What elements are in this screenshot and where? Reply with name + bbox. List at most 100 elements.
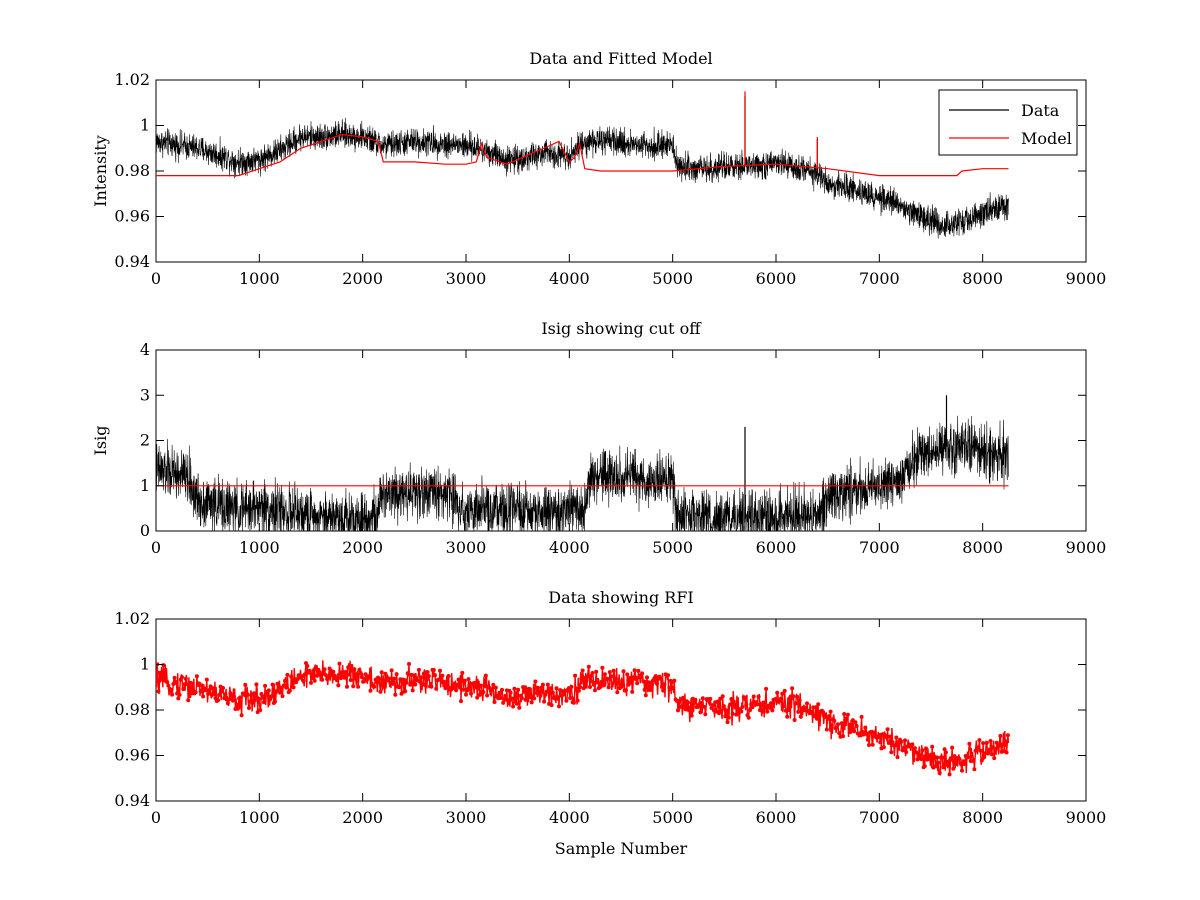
data-point	[611, 668, 616, 673]
data-point	[464, 692, 468, 697]
data-point	[221, 686, 225, 690]
data-point	[353, 676, 358, 681]
data-point	[805, 701, 809, 706]
data-point	[847, 722, 852, 727]
data-point	[884, 735, 889, 739]
data-point	[739, 709, 744, 714]
data-point	[260, 694, 265, 699]
data-point	[721, 704, 726, 709]
chart-title: Isig showing cut off	[541, 319, 702, 338]
y-tick-label: 0.96	[114, 746, 150, 765]
data-point	[537, 689, 542, 694]
data-point	[686, 700, 690, 705]
data-point	[890, 740, 895, 745]
data-point	[602, 672, 607, 677]
data-point	[305, 664, 310, 668]
data-point	[336, 683, 341, 688]
data-point	[579, 676, 584, 681]
data-point	[188, 680, 193, 685]
data-point	[568, 696, 573, 700]
data-point	[216, 698, 220, 703]
data-point	[946, 759, 951, 764]
data-point	[533, 679, 538, 684]
data-point	[307, 668, 312, 673]
data-point	[203, 688, 208, 692]
data-point	[688, 705, 693, 710]
data-point	[156, 669, 158, 674]
data-point	[403, 689, 408, 694]
data-point	[724, 708, 729, 713]
data-point	[335, 678, 339, 683]
data-point	[844, 716, 849, 721]
data-point	[274, 689, 279, 694]
data-point	[839, 721, 844, 726]
data-point	[979, 758, 984, 763]
data-point	[411, 673, 416, 678]
data-point	[416, 667, 421, 672]
data-point	[960, 768, 964, 773]
data-point	[389, 668, 394, 673]
data-point	[984, 740, 989, 745]
data-point	[270, 682, 275, 687]
data-point	[160, 673, 165, 678]
data-point	[989, 752, 994, 757]
data-point	[466, 677, 471, 682]
data-point	[759, 703, 764, 708]
data-point	[429, 684, 434, 689]
data-point	[661, 688, 666, 693]
data-point	[501, 700, 506, 705]
data-point	[367, 674, 372, 679]
x-tick-label: 8000	[962, 269, 1003, 288]
x-tick-label: 3000	[446, 269, 487, 288]
x-tick-label: 7000	[859, 269, 900, 288]
data-point	[981, 741, 986, 746]
data-point	[498, 696, 503, 700]
series-group	[156, 395, 1009, 531]
data-point	[454, 688, 459, 693]
data-point	[967, 741, 972, 746]
data-point	[283, 678, 287, 683]
data-point	[194, 674, 199, 679]
x-tick-label: 7000	[859, 808, 900, 827]
x-tick-label: 0	[151, 538, 161, 557]
data-point	[632, 668, 637, 673]
data-point	[888, 734, 893, 739]
data-point	[853, 720, 858, 725]
data-point	[358, 671, 363, 675]
data-point	[394, 672, 399, 677]
data-point	[733, 702, 738, 707]
data-point	[446, 674, 451, 678]
data-point	[256, 697, 261, 701]
data-point	[599, 680, 604, 684]
x-tick-label: 4000	[549, 269, 590, 288]
data-point	[624, 688, 628, 693]
data-point	[362, 678, 367, 683]
data-point	[314, 664, 318, 669]
data-point	[555, 696, 560, 701]
data-point	[266, 688, 271, 693]
x-tick-label: 0	[151, 808, 161, 827]
data-point	[278, 690, 282, 695]
x-tick-label: 9000	[1066, 538, 1107, 557]
data-point	[497, 690, 502, 695]
data-point	[841, 734, 845, 739]
data-point	[993, 747, 998, 752]
data-point	[824, 727, 829, 732]
data-point	[761, 700, 766, 705]
data-point	[760, 709, 765, 714]
data-point	[667, 685, 672, 690]
data-point	[343, 670, 348, 674]
data-point	[816, 702, 821, 707]
data-point	[482, 683, 487, 687]
data-point	[345, 684, 349, 689]
data-point	[455, 682, 460, 687]
y-tick-label: 1.02	[114, 70, 150, 89]
data-point	[554, 686, 559, 691]
y-tick-label: 0.94	[114, 791, 150, 810]
x-tick-label: 4000	[549, 808, 590, 827]
data-point	[982, 755, 987, 759]
data-point	[206, 691, 211, 696]
series-data-line	[156, 117, 1009, 239]
data-point	[971, 759, 976, 763]
